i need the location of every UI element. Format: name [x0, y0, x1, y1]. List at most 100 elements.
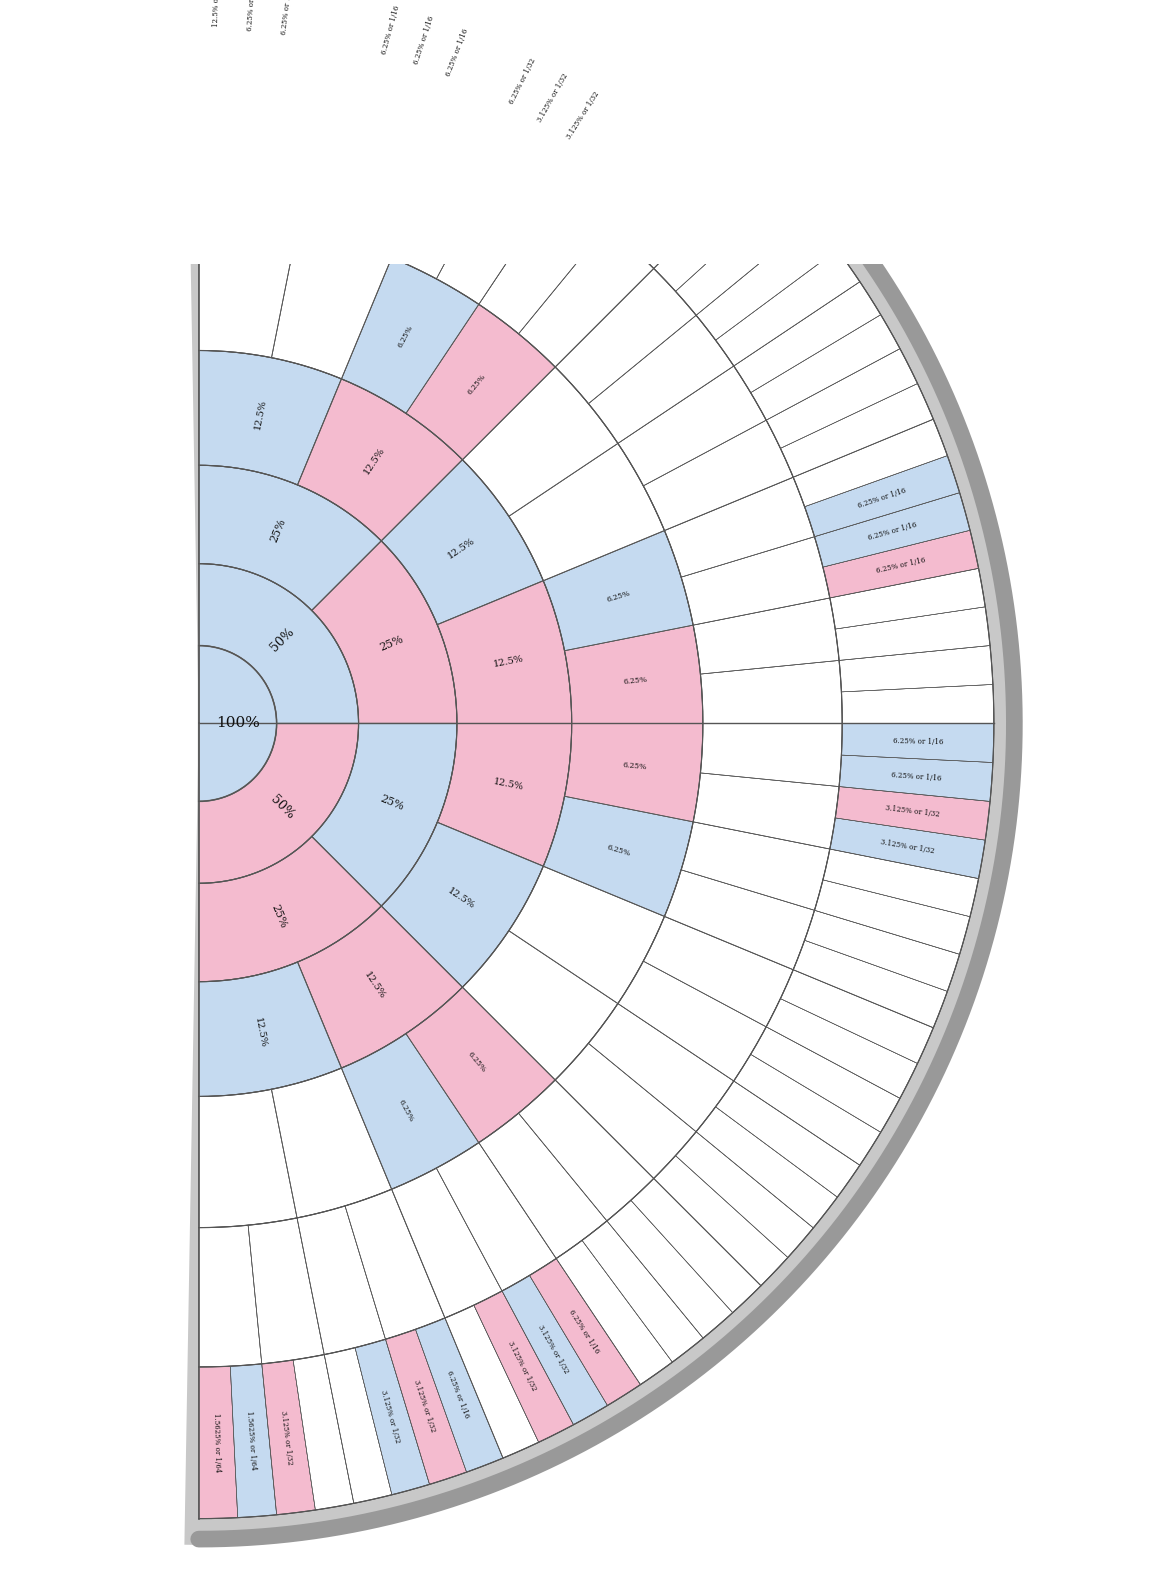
Wedge shape [701, 660, 842, 723]
Text: 6.25%: 6.25% [396, 1098, 415, 1122]
Wedge shape [199, 1225, 262, 1366]
Wedge shape [509, 867, 665, 1004]
Text: 12.5%: 12.5% [446, 536, 477, 561]
Wedge shape [519, 1080, 654, 1221]
Wedge shape [502, 22, 607, 172]
Wedge shape [696, 219, 837, 340]
Wedge shape [474, 5, 573, 156]
Wedge shape [556, 1240, 673, 1385]
Wedge shape [437, 1143, 556, 1291]
Wedge shape [555, 1043, 696, 1179]
Wedge shape [297, 1206, 385, 1355]
Wedge shape [199, 646, 277, 801]
Wedge shape [345, 1190, 445, 1340]
Wedge shape [437, 156, 556, 304]
Wedge shape [262, 0, 315, 87]
Wedge shape [631, 1179, 762, 1313]
Wedge shape [644, 421, 793, 531]
Wedge shape [341, 258, 479, 413]
Text: 6.25% or 1/16: 6.25% or 1/16 [867, 522, 917, 542]
Text: 6.25%: 6.25% [466, 372, 488, 396]
Text: 12.5%: 12.5% [446, 886, 477, 911]
Text: 6.25%: 6.25% [623, 761, 647, 772]
Wedge shape [734, 282, 881, 392]
Text: 6.25% or 1/16: 6.25% or 1/16 [892, 736, 943, 745]
Wedge shape [297, 93, 385, 241]
Text: 6.25%: 6.25% [396, 325, 415, 350]
Wedge shape [312, 723, 457, 906]
Wedge shape [519, 225, 654, 367]
Wedge shape [437, 580, 571, 723]
Wedge shape [479, 1113, 607, 1259]
Text: 6.25% or 1/16: 6.25% or 1/16 [445, 1370, 471, 1420]
Wedge shape [751, 315, 901, 421]
Wedge shape [665, 870, 814, 969]
Text: 1.5625% or 1/64: 1.5625% or 1/64 [245, 1411, 258, 1470]
Wedge shape [716, 251, 860, 366]
Wedge shape [829, 569, 986, 629]
Wedge shape [589, 315, 734, 443]
Text: 6.25% or 1/16: 6.25% or 1/16 [445, 27, 471, 77]
Wedge shape [766, 348, 918, 448]
Wedge shape [381, 460, 543, 624]
Text: 3.125% or 1/32: 3.125% or 1/32 [565, 90, 602, 140]
Wedge shape [325, 1347, 392, 1504]
Wedge shape [463, 367, 618, 517]
Text: 50%: 50% [269, 793, 297, 823]
Wedge shape [416, 1318, 503, 1472]
Wedge shape [654, 161, 788, 292]
Wedge shape [841, 723, 994, 763]
Wedge shape [839, 646, 993, 692]
Wedge shape [716, 1081, 860, 1198]
Wedge shape [230, 1363, 277, 1518]
Wedge shape [385, 0, 466, 118]
Text: 6.25%: 6.25% [606, 843, 631, 857]
Wedge shape [529, 41, 640, 189]
Wedge shape [582, 85, 703, 225]
Text: 12.5%: 12.5% [362, 971, 387, 1001]
Wedge shape [564, 723, 703, 821]
Text: 6.25% or 1/16: 6.25% or 1/16 [245, 0, 257, 32]
Wedge shape [199, 0, 238, 80]
Wedge shape [823, 530, 979, 597]
Wedge shape [564, 626, 703, 723]
Text: 25%: 25% [378, 634, 405, 652]
Text: 12.5%: 12.5% [492, 654, 524, 670]
Text: 12.5%: 12.5% [252, 1017, 267, 1050]
Text: 3.125% or 1/32: 3.125% or 1/32 [380, 1390, 402, 1444]
Wedge shape [502, 1275, 607, 1425]
Wedge shape [793, 419, 947, 507]
Wedge shape [199, 80, 262, 222]
Wedge shape [607, 109, 732, 247]
Wedge shape [529, 1259, 640, 1406]
Wedge shape [618, 366, 766, 485]
Wedge shape [312, 541, 457, 723]
Text: 6.25% or 1/16: 6.25% or 1/16 [412, 16, 436, 66]
Wedge shape [823, 849, 979, 917]
Wedge shape [607, 1201, 732, 1338]
Wedge shape [199, 564, 359, 723]
Text: 100%: 100% [216, 717, 259, 730]
Wedge shape [248, 1218, 325, 1363]
Wedge shape [345, 107, 445, 258]
Wedge shape [271, 1069, 391, 1218]
Wedge shape [556, 63, 673, 206]
Text: 3.125% or 1/32: 3.125% or 1/32 [412, 1379, 437, 1434]
Wedge shape [185, 0, 1020, 1544]
Text: 6.25%: 6.25% [466, 1051, 488, 1075]
Wedge shape [631, 134, 762, 268]
Wedge shape [199, 350, 341, 485]
Wedge shape [230, 0, 277, 84]
Text: 12.5% or 1/8: 12.5% or 1/8 [211, 0, 221, 27]
Wedge shape [665, 478, 814, 577]
Wedge shape [262, 1360, 315, 1515]
Wedge shape [325, 0, 392, 99]
Wedge shape [675, 189, 813, 315]
Wedge shape [780, 969, 933, 1064]
Wedge shape [805, 455, 960, 537]
Wedge shape [841, 684, 994, 723]
Wedge shape [474, 1291, 573, 1442]
Wedge shape [445, 1305, 538, 1458]
Text: 25%: 25% [270, 517, 288, 544]
Wedge shape [341, 1034, 479, 1190]
